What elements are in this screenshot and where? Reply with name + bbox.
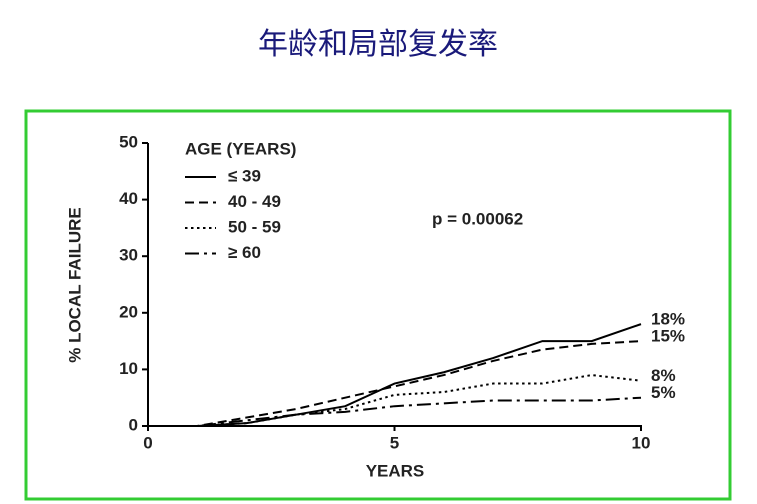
slide-title: 年龄和局部复发率 (258, 27, 498, 62)
annotation: p = 0.00062 (432, 209, 523, 228)
frame (24, 109, 732, 501)
series-line (148, 374, 642, 427)
x-tick-label: 0 (143, 433, 152, 452)
legend-label: 40 - 49 (228, 192, 281, 211)
value-label: 15% (651, 327, 685, 346)
value-label: 18% (651, 310, 685, 329)
y-tick-label: 10 (119, 359, 138, 378)
legend-label: ≤ 39 (228, 166, 261, 185)
legend-title: AGE (YEARS) (185, 139, 296, 158)
x-tick-label: 5 (390, 433, 399, 452)
series-line (148, 323, 642, 427)
legend-label: ≥ 60 (228, 243, 261, 262)
y-tick-label: 50 (119, 132, 138, 151)
x-tick-label: 10 (632, 433, 651, 452)
value-label: 8% (651, 366, 676, 385)
series-line (148, 396, 642, 427)
y-tick-label: 20 (119, 302, 138, 321)
value-label: 5% (651, 383, 676, 402)
x-axis-label: YEARS (366, 461, 425, 480)
y-axis-label: % LOCAL FAILURE (65, 207, 84, 363)
legend-label: 50 - 59 (228, 217, 281, 236)
y-tick-label: 30 (119, 246, 138, 265)
y-tick-label: 0 (129, 415, 138, 434)
y-tick-label: 40 (119, 189, 138, 208)
